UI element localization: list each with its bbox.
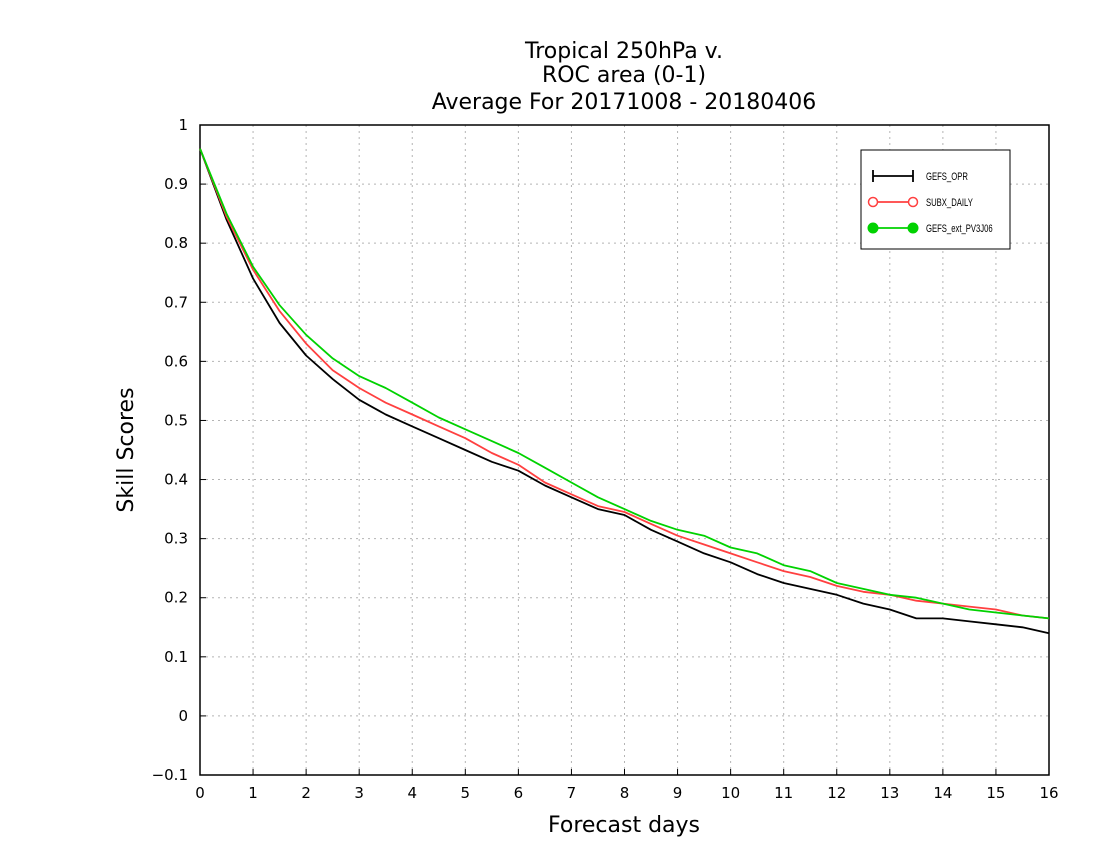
- x-tick-label: 3: [354, 784, 364, 802]
- legend-items: GEFS_OPR SUBX_DAILY GEFS_ext_PV3J06: [867, 170, 993, 236]
- x-tick-label: 13: [880, 784, 899, 802]
- y-tick-label: 0.9: [164, 175, 188, 193]
- y-axis-label: Skill Scores: [114, 387, 139, 512]
- series-line-gefs-ext-pv3j06: [199, 148, 1050, 620]
- x-tick-label: 16: [1039, 784, 1058, 802]
- y-tick-label: 0.1: [164, 648, 188, 666]
- series-lines: [199, 148, 1050, 635]
- x-tick-label: 11: [774, 784, 793, 802]
- x-tick-label: 4: [407, 784, 417, 802]
- legend: GEFS_OPR SUBX_DAILY GEFS_ext_PV3J06: [860, 149, 1011, 250]
- y-tick-label: 0.4: [164, 471, 188, 489]
- y-tick-label: 0: [178, 707, 188, 725]
- y-tick-label: 0.6: [164, 352, 188, 370]
- chart-title-line-1: Tropical 250hPa v.: [524, 39, 723, 64]
- y-tick-label: 1: [178, 116, 188, 134]
- legend-marker-open-circle: [907, 196, 919, 208]
- legend-item: SUBX_DAILY: [867, 196, 973, 210]
- axis-ticks: 0 1 2 3 4 5 6 7 8 9 10 11 12 13 14 15 16−0.100.10.20.30.…: [152, 116, 1059, 802]
- legend-item: GEFS_ext_PV3J06: [867, 222, 993, 236]
- x-tick-label: 6: [514, 784, 524, 802]
- y-tick-label: 0.8: [164, 234, 188, 252]
- legend-marker-filled-circle: [867, 222, 879, 234]
- x-tick-label: 7: [567, 784, 577, 802]
- x-tick-label: 0: [195, 784, 205, 802]
- y-tick-label: 0.3: [164, 530, 188, 548]
- series-line-gefs-opr: [199, 148, 1050, 635]
- chart-title-line-3: Average For 20171008 - 20180406: [432, 90, 817, 115]
- legend-label: GEFS_OPR: [926, 171, 968, 184]
- y-tick-label: −0.1: [152, 766, 188, 784]
- x-tick-label: 9: [673, 784, 683, 802]
- x-tick-label: 8: [620, 784, 630, 802]
- x-tick-label: 1: [248, 784, 258, 802]
- x-tick-label: 2: [301, 784, 311, 802]
- x-tick-label: 5: [461, 784, 471, 802]
- legend-marker-open-circle: [867, 196, 879, 208]
- legend-marker-filled-circle: [907, 222, 919, 234]
- series-line-subx-daily: [199, 148, 1050, 620]
- x-tick-label: 12: [827, 784, 846, 802]
- legend-box: [860, 149, 1011, 250]
- x-tick-label: 14: [933, 784, 952, 802]
- legend-item: GEFS_OPR: [872, 170, 968, 184]
- y-tick-label: 0.5: [164, 411, 188, 429]
- legend-label: GEFS_ext_PV3J06: [926, 223, 993, 236]
- y-tick-label: 0.7: [164, 293, 188, 311]
- legend-label: SUBX_DAILY: [926, 197, 973, 210]
- x-tick-label: 10: [721, 784, 740, 802]
- x-tick-label: 15: [986, 784, 1005, 802]
- chart-title-line-2: ROC area (0-1): [542, 63, 706, 88]
- y-tick-label: 0.2: [164, 589, 188, 607]
- x-axis-label: Forecast days: [548, 813, 700, 838]
